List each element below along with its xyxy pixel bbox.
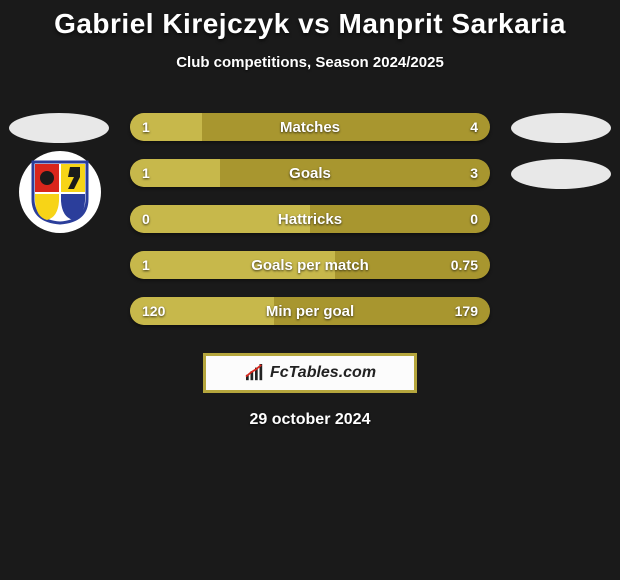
player-badge-right	[511, 159, 611, 189]
stat-bar-fill	[130, 205, 310, 233]
bar-chart-icon	[244, 364, 266, 382]
subtitle: Club competitions, Season 2024/2025	[0, 54, 620, 71]
stat-value-left: 1	[142, 251, 150, 279]
stat-bar: 14Matches	[130, 113, 490, 141]
stat-bar: 13Goals	[130, 159, 490, 187]
stat-row: 120179Min per goal	[0, 295, 620, 341]
stat-value-right: 179	[455, 297, 478, 325]
stat-bar: 120179Min per goal	[130, 297, 490, 325]
stat-bar: 00Hattricks	[130, 205, 490, 233]
stat-value-right: 0.75	[451, 251, 478, 279]
stat-value-left: 1	[142, 159, 150, 187]
player-badge-right	[511, 113, 611, 143]
stat-row: 13Goals	[0, 157, 620, 203]
stats-list: 14Matches13Goals00Hattricks10.75Goals pe…	[0, 111, 620, 341]
stat-value-left: 0	[142, 205, 150, 233]
brand-badge: FcTables.com	[203, 353, 417, 393]
date-label: 29 october 2024	[0, 411, 620, 429]
stat-value-left: 120	[142, 297, 165, 325]
player-badge-left	[9, 113, 109, 143]
stat-bar: 10.75Goals per match	[130, 251, 490, 279]
brand-text: FcTables.com	[270, 364, 376, 382]
comparison-card: Gabriel Kirejczyk vs Manprit Sarkaria Cl…	[0, 0, 620, 429]
stat-row: 00Hattricks	[0, 203, 620, 249]
stat-value-right: 0	[470, 205, 478, 233]
page-title: Gabriel Kirejczyk vs Manprit Sarkaria	[0, 8, 620, 40]
stat-value-right: 3	[470, 159, 478, 187]
stat-row: 10.75Goals per match	[0, 249, 620, 295]
stat-value-left: 1	[142, 113, 150, 141]
stat-bar-fill	[130, 113, 202, 141]
stat-value-right: 4	[470, 113, 478, 141]
stat-bar-fill	[130, 251, 335, 279]
stat-row: 14Matches	[0, 111, 620, 157]
